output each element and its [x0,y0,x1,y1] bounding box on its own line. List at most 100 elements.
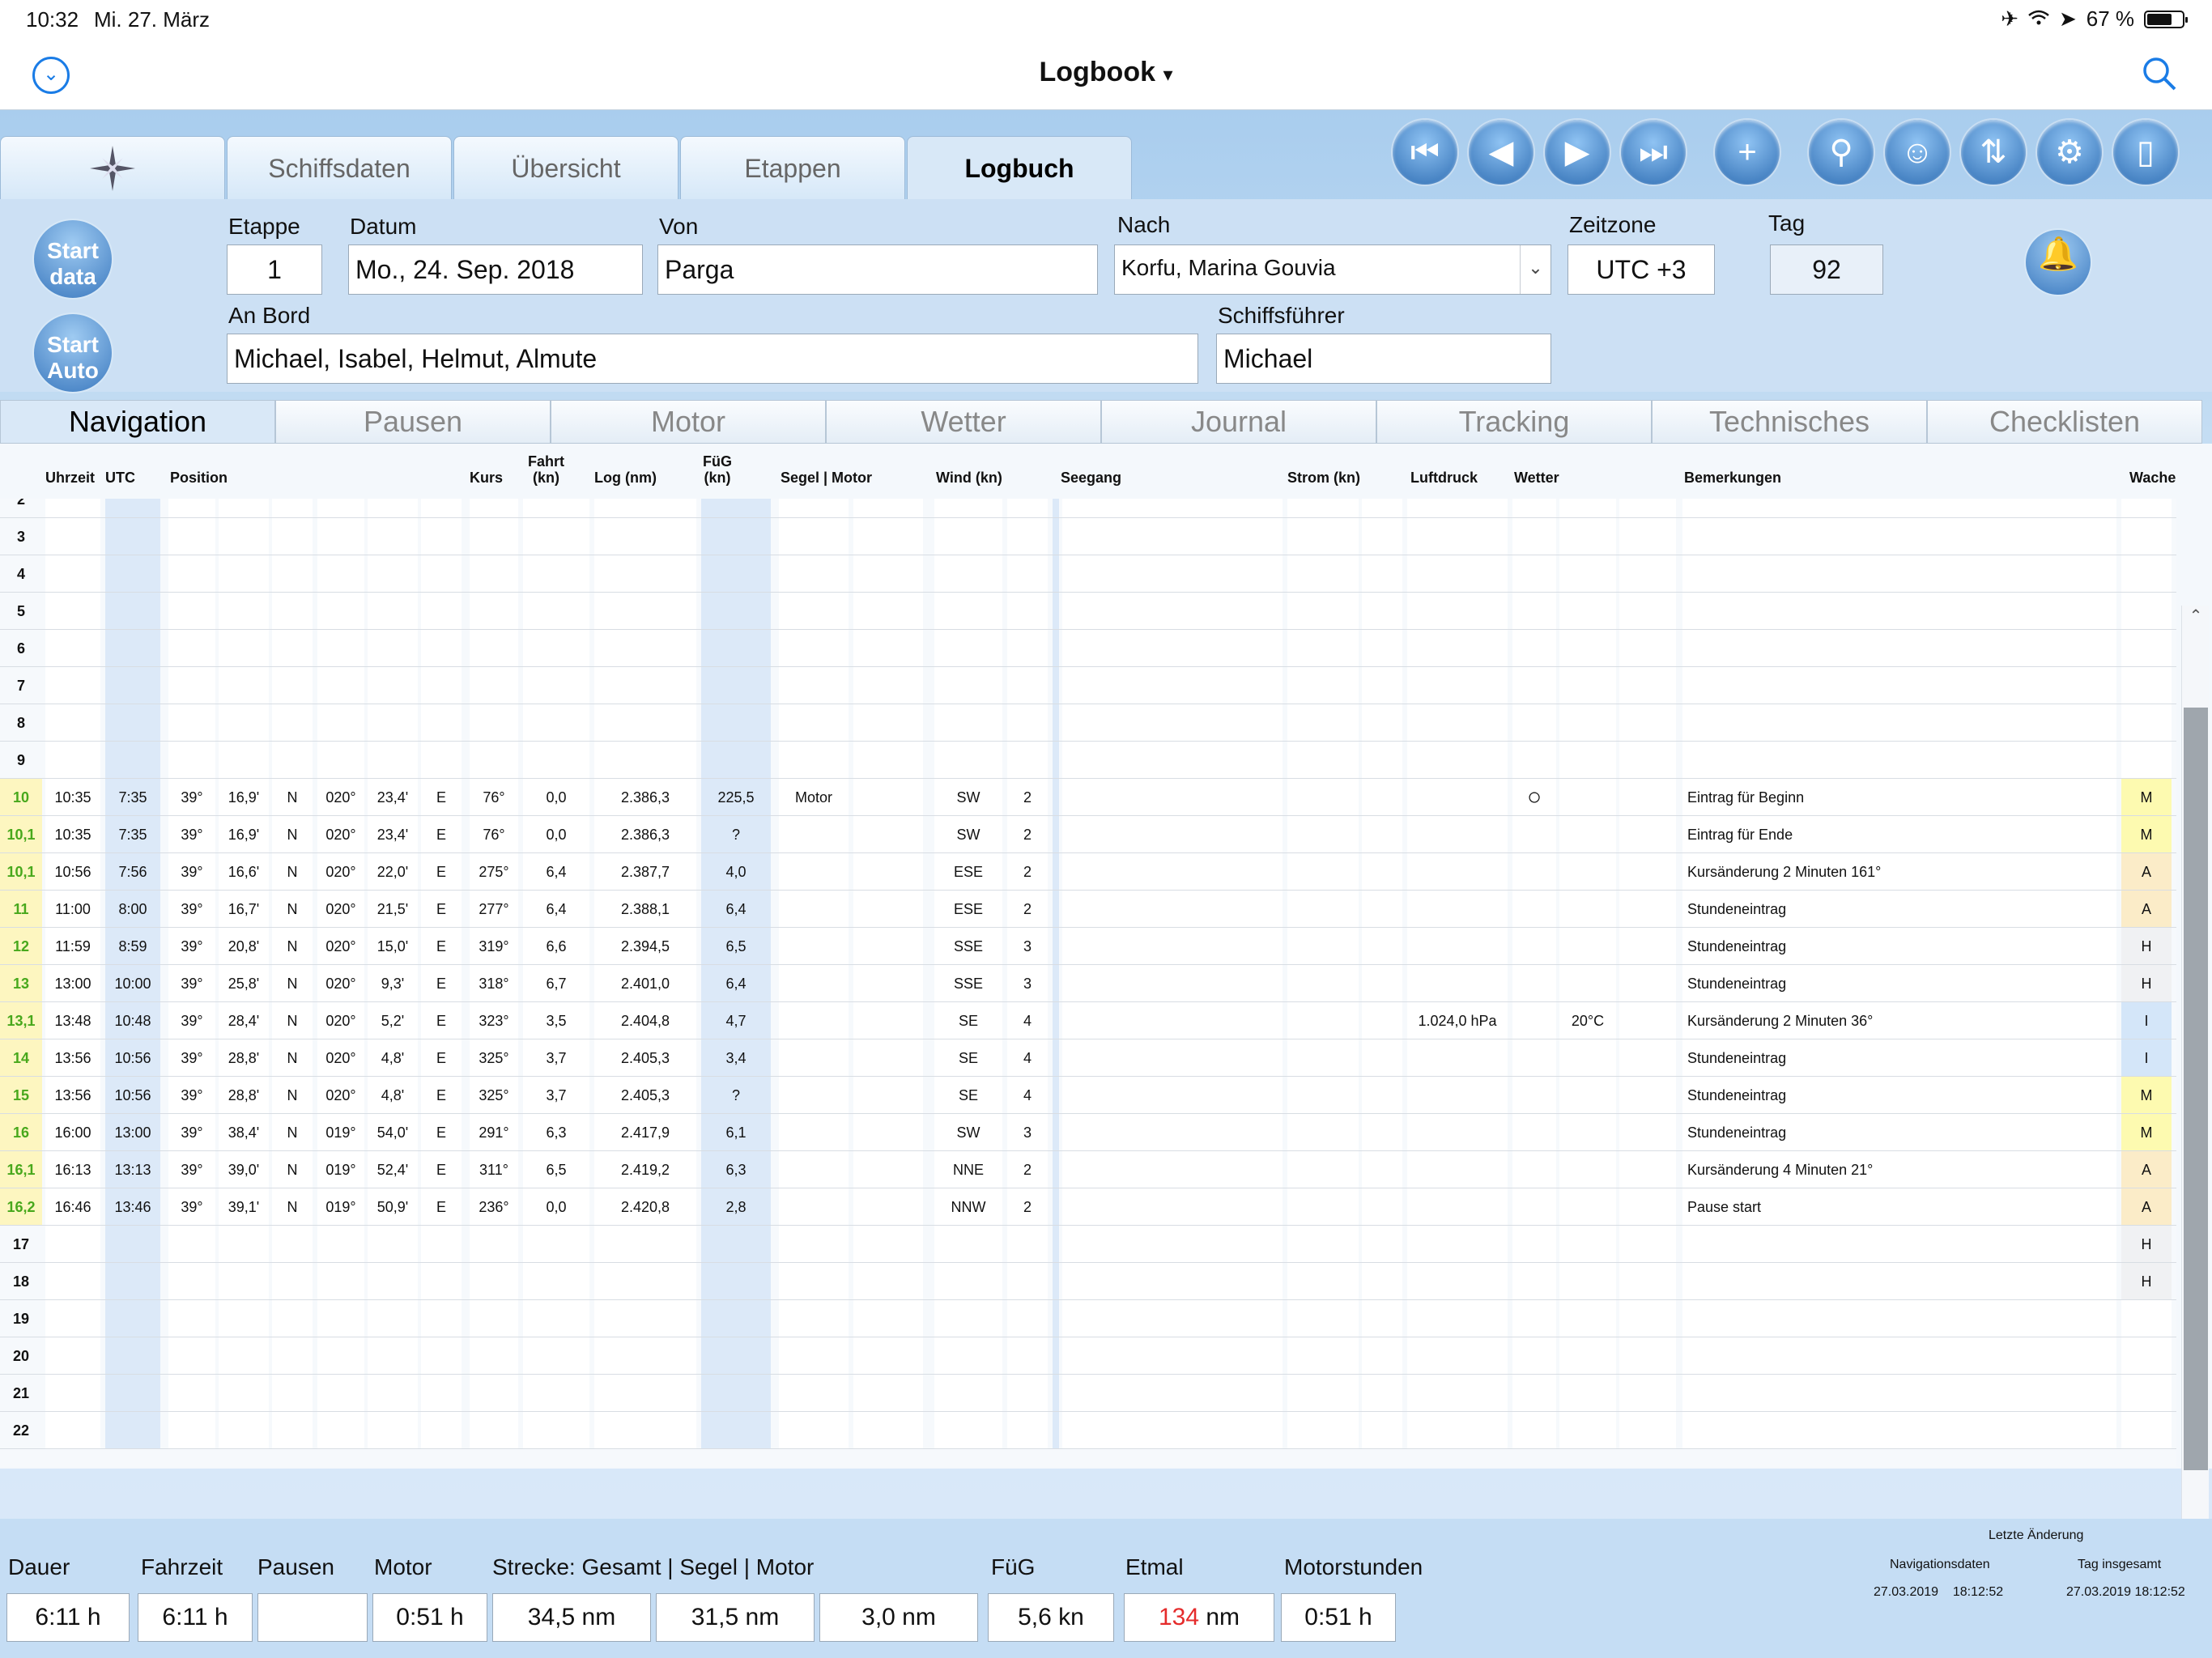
zeitzone-field[interactable]: UTC +3 [1568,244,1715,295]
cell-lo[interactable] [317,1300,364,1337]
cell-sp[interactable] [1053,1114,1059,1150]
cell-lp[interactable] [1407,1151,1508,1188]
cell-ns[interactable] [272,630,313,666]
cell-sg[interactable] [1062,1300,1283,1337]
cell-u[interactable]: 7:56 [105,853,160,890]
cell-t[interactable]: 13:48 [45,1002,100,1039]
cell-st[interactable] [1287,593,1359,629]
cell-wsym[interactable] [1512,1263,1556,1299]
cell-la[interactable]: 39° [168,1077,215,1113]
cell-st[interactable] [1287,779,1359,815]
cell-t[interactable]: 13:56 [45,1039,100,1076]
cell-sp[interactable] [1053,1226,1059,1262]
cell-ws[interactable]: 2 [1007,816,1048,852]
cell-ew[interactable]: E [421,891,462,927]
cell-wd[interactable] [934,1337,1002,1374]
cell-bm[interactable]: Kursänderung 2 Minuten 161° [1682,853,2116,890]
table-row[interactable]: 19 [0,1300,2176,1337]
cell-st2[interactable] [1362,704,1402,741]
cell-wsym[interactable] [1512,1151,1556,1188]
cell-ns[interactable]: N [272,891,313,927]
cell-lp[interactable] [1407,1263,1508,1299]
start-data-button[interactable]: Start data [32,219,113,300]
cell-sm[interactable] [779,555,849,592]
cell-ns[interactable] [272,1300,313,1337]
cell-lp[interactable] [1407,1300,1508,1337]
cell-lo[interactable] [317,704,364,741]
cell-sm[interactable] [779,816,849,852]
table-row[interactable]: 15 13:56 10:56 39° 28,8' N 020° 4,8' E 325° 3,7 2.4… [0,1077,2176,1114]
cell-la[interactable]: 39° [168,1188,215,1225]
cell-tmp[interactable] [1559,667,1616,704]
cell-lg[interactable] [594,1337,696,1374]
cell-bm[interactable]: Pause start [1682,1188,2116,1225]
cell-ns[interactable] [272,1263,313,1299]
cell-wsym[interactable] [1512,1412,1556,1448]
cell-st[interactable] [1287,1300,1359,1337]
cell-fg[interactable] [701,742,771,778]
cell-sg[interactable] [1062,928,1283,964]
cell-ew[interactable]: E [421,928,462,964]
tab-etappen[interactable]: Etappen [680,136,905,199]
cell-sg[interactable] [1062,742,1283,778]
cell-k[interactable]: 318° [470,965,518,1001]
cell-bm[interactable] [1682,1226,2116,1262]
chevron-down-icon[interactable]: ⌄ [1520,245,1551,294]
cell-u[interactable]: 8:00 [105,891,160,927]
cell-sm2[interactable] [853,555,923,592]
cell-u[interactable] [105,1300,160,1337]
cell-w[interactable] [2121,704,2172,741]
cell-lo[interactable]: 019° [317,1114,364,1150]
cell-w[interactable] [2121,1300,2172,1337]
search-icon[interactable] [2141,55,2178,92]
cell-f[interactable] [523,1263,589,1299]
cell-f[interactable] [523,1375,589,1411]
cell-lo[interactable]: 020° [317,1077,364,1113]
cell-la[interactable] [168,593,215,629]
cell-wd[interactable] [934,1300,1002,1337]
cell-om[interactable] [368,704,418,741]
cell-tmp[interactable] [1559,742,1616,778]
cell-st2[interactable] [1362,1039,1402,1076]
chevron-up-icon[interactable]: ⌃ [2189,607,2203,625]
cell-ns[interactable] [272,704,313,741]
cell-ws[interactable]: 3 [1007,965,1048,1001]
cell-wsym[interactable] [1512,1375,1556,1411]
cell-t[interactable] [45,1263,100,1299]
cell-st[interactable] [1287,630,1359,666]
cell-ex[interactable] [1619,1188,1676,1225]
cell-k[interactable]: 311° [470,1151,518,1188]
table-row[interactable]: 14 13:56 10:56 39° 28,8' N 020° 4,8' E 325° 3,7 2.4… [0,1039,2176,1077]
cell-lp[interactable] [1407,1412,1508,1448]
cell-bm[interactable] [1682,742,2116,778]
last-entry-button[interactable]: ⏭ [1619,118,1687,186]
cell-la[interactable] [168,630,215,666]
cell-st[interactable] [1287,1151,1359,1188]
cell-t[interactable] [45,1300,100,1337]
cell-k[interactable] [470,667,518,704]
cell-sg[interactable] [1062,1226,1283,1262]
cell-fg[interactable]: 6,1 [701,1114,771,1150]
cell-ex[interactable] [1619,779,1676,815]
subtab-technisches[interactable]: Technisches [1652,400,1927,444]
cell-k[interactable] [470,704,518,741]
cell-lm[interactable] [219,630,269,666]
cell-f[interactable] [523,742,589,778]
cell-lm[interactable]: 28,8' [219,1039,269,1076]
tab-schiffsdaten[interactable]: Schiffsdaten [227,136,452,199]
cell-lo[interactable] [317,630,364,666]
cell-wd[interactable] [934,518,1002,555]
cell-wsym[interactable] [1512,1300,1556,1337]
cell-wsym[interactable] [1512,667,1556,704]
cell-sp[interactable] [1053,928,1059,964]
cell-wd[interactable] [934,555,1002,592]
cell-om[interactable] [368,1412,418,1448]
cell-fg[interactable]: ? [701,1077,771,1113]
tab-logbuch[interactable]: Logbuch [907,136,1132,199]
cell-wd[interactable]: SW [934,1114,1002,1150]
cell-bm[interactable] [1682,1263,2116,1299]
cell-lp[interactable] [1407,704,1508,741]
cell-sp[interactable] [1053,779,1059,815]
cell-st[interactable] [1287,965,1359,1001]
cell-lm[interactable] [219,555,269,592]
